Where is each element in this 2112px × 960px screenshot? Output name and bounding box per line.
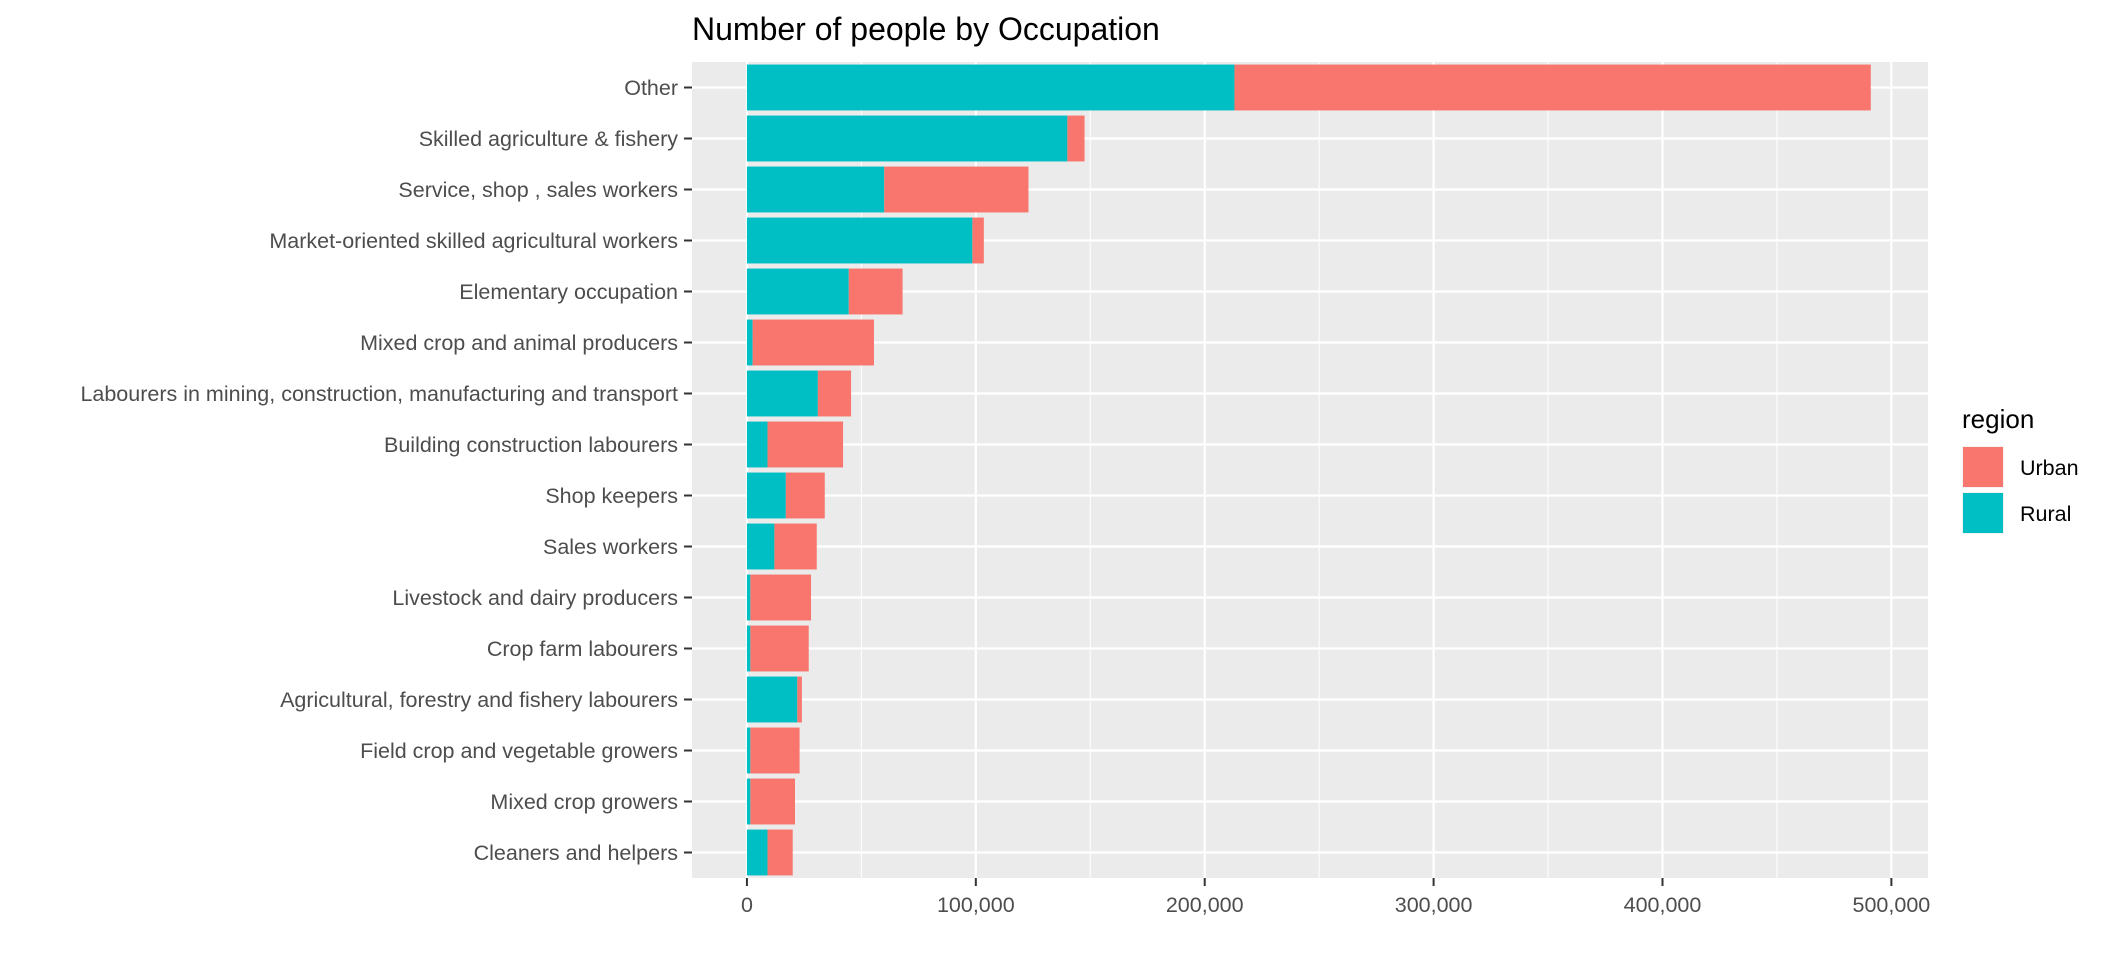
bar-urban (848, 268, 903, 315)
bar-rural (746, 421, 768, 468)
legend-title: region (1962, 404, 2034, 434)
bar-urban (767, 421, 844, 468)
y-tick-label: Labourers in mining, construction, manuf… (80, 382, 678, 406)
bar-rural (746, 217, 973, 264)
y-tick-label: Cleaners and helpers (474, 841, 678, 865)
y-tick-label: Elementary occupation (459, 280, 678, 304)
y-tick-label: Market-oriented skilled agricultural wor… (269, 229, 678, 253)
bar-urban (750, 727, 800, 774)
y-tick-label: Field crop and vegetable growers (360, 739, 678, 763)
bar-rural (746, 778, 751, 825)
bar-urban (817, 370, 852, 417)
bar-urban (767, 829, 793, 876)
legend-swatch-rural (1963, 493, 2003, 533)
bar-rural (746, 166, 885, 213)
bar-urban (1067, 115, 1085, 162)
y-tick-label: Shop keepers (545, 484, 678, 508)
y-tick-label: Building construction labourers (384, 433, 678, 457)
bar-urban (884, 166, 1029, 213)
x-axis: 0 100,000 200,000 300,000 400,000 500,000 (741, 878, 1930, 917)
y-tick-label: Skilled agriculture & fishery (419, 127, 679, 151)
bar-rural (746, 829, 768, 876)
legend: region Urban Rural (1962, 404, 2079, 534)
y-axis: Other Skilled agriculture & fishery Servic… (80, 76, 692, 865)
legend-label-rural: Rural (2020, 502, 2071, 526)
x-tick-label: 500,000 (1853, 893, 1931, 917)
bar-rural (746, 319, 753, 366)
bar-urban (774, 523, 817, 570)
bar-urban (750, 625, 809, 672)
bar-urban (972, 217, 984, 264)
bar-urban (797, 676, 802, 723)
bars (746, 64, 1871, 876)
y-tick-label: Livestock and dairy producers (392, 586, 678, 610)
bar-rural (746, 574, 751, 621)
x-tick-label: 100,000 (937, 893, 1015, 917)
legend-label-urban: Urban (2020, 456, 2079, 480)
y-tick-label: Service, shop , sales workers (398, 178, 678, 202)
bar-rural (746, 115, 1068, 162)
bar-urban (785, 472, 825, 519)
bar-urban (752, 319, 874, 366)
bar-rural (746, 523, 775, 570)
y-tick-label: Other (624, 76, 678, 100)
x-tick-label: 400,000 (1624, 893, 1702, 917)
y-tick-label: Agricultural, forestry and fishery labou… (280, 688, 678, 712)
chart-title: Number of people by Occupation (692, 11, 1160, 47)
bar-rural (746, 370, 818, 417)
x-tick-label: 0 (741, 893, 753, 917)
bar-rural (746, 727, 751, 774)
bar-urban (1234, 64, 1871, 111)
x-tick-label: 200,000 (1166, 893, 1244, 917)
bar-rural (746, 472, 786, 519)
bar-urban (750, 778, 795, 825)
x-tick-label: 300,000 (1395, 893, 1473, 917)
bar-rural (746, 64, 1235, 111)
y-tick-label: Sales workers (543, 535, 678, 559)
bar-rural (746, 268, 849, 315)
bar-urban (750, 574, 812, 621)
bar-rural (746, 676, 798, 723)
legend-swatch-urban (1963, 447, 2003, 487)
bar-rural (746, 625, 751, 672)
grid-lines (692, 62, 1928, 878)
y-tick-label: Mixed crop and animal producers (360, 331, 678, 355)
y-tick-label: Mixed crop growers (490, 790, 678, 814)
y-tick-label: Crop farm labourers (487, 637, 678, 661)
